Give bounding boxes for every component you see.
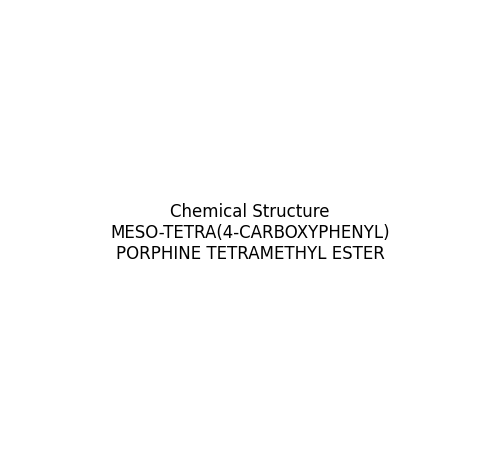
Text: Chemical Structure
MESO-TETRA(4-CARBOXYPHENYL)
PORPHINE TETRAMETHYL ESTER: Chemical Structure MESO-TETRA(4-CARBOXYP…: [110, 203, 390, 263]
